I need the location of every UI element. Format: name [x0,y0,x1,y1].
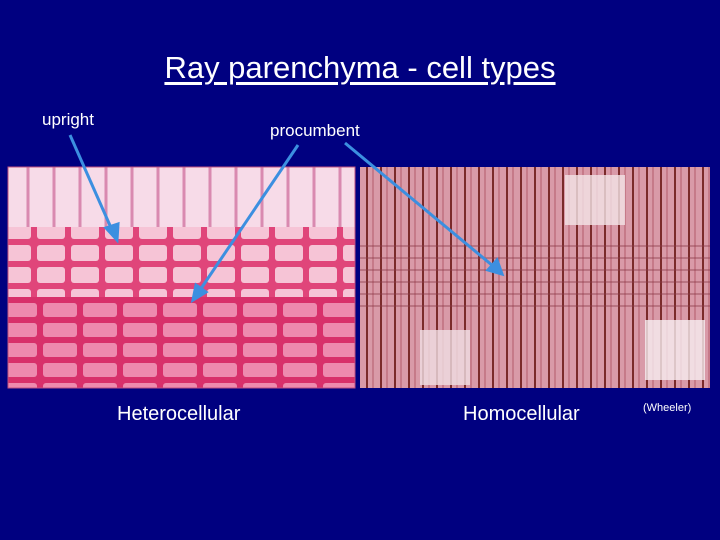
credit: (Wheeler) [643,402,692,414]
caption: Heterocellular [117,403,241,425]
arrows [68,134,505,304]
left-image [7,166,356,389]
label: upright [42,110,94,129]
caption: Homocellular [463,403,580,425]
right-image [360,167,710,388]
slide-title: Ray parenchyma - cell types [164,50,556,85]
label: procumbent [270,121,360,140]
